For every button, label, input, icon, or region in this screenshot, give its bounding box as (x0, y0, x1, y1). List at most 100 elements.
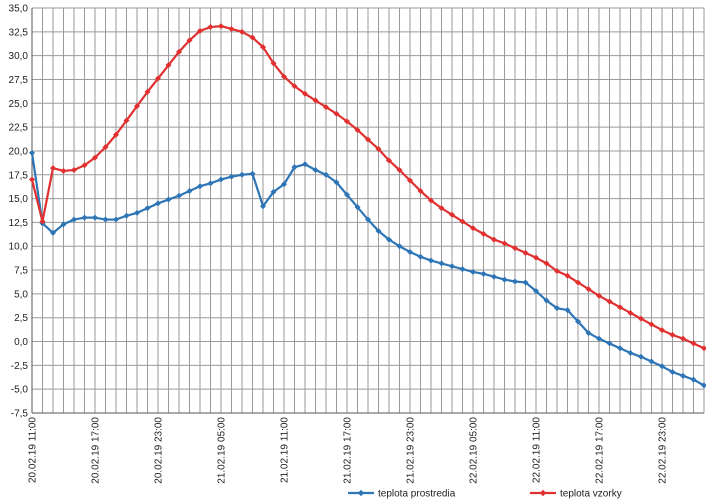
legend-label: teplota prostredia (378, 489, 456, 500)
series-1-point (155, 200, 161, 207)
series-1-point (207, 180, 214, 187)
series-1-point (438, 260, 445, 267)
y-tick-label: 30,0 (9, 51, 29, 62)
series-2-point (596, 292, 602, 299)
series-2-point (680, 335, 686, 342)
series-1-point (291, 164, 298, 171)
series-1-point (459, 266, 466, 273)
series-1-point (176, 192, 182, 199)
series-1-point (470, 268, 476, 275)
series-2-point (428, 197, 434, 204)
series-1-point (617, 345, 623, 352)
series-2-point (165, 62, 172, 69)
y-tick-label: 27,5 (9, 75, 29, 86)
series-1-point (480, 270, 487, 277)
series-1-point (113, 216, 119, 223)
y-tick-label: -2,5 (11, 361, 29, 372)
series-1-point (606, 340, 613, 347)
series-2-point (617, 304, 623, 311)
series-2-point (39, 218, 46, 225)
series-2-point (176, 48, 182, 55)
series-2-point (459, 218, 466, 225)
legend-item-1: teplota prostredia (348, 489, 456, 500)
series-1-point (312, 167, 319, 173)
series-1-point (228, 173, 235, 180)
series-1-point (596, 335, 602, 342)
series-2-point (564, 272, 571, 279)
y-tick-label: 25,0 (9, 99, 29, 110)
series-1-point (165, 196, 172, 203)
series-2-point (270, 60, 277, 67)
y-tick-label: 12,5 (9, 218, 29, 229)
series-2-point (228, 25, 235, 32)
axes (31, 8, 704, 414)
y-tick-label: 22,5 (9, 123, 29, 134)
series-1-point (60, 221, 67, 228)
series-2-point (113, 131, 119, 138)
series-2-point (470, 225, 476, 232)
y-tick-label: 35,0 (9, 4, 29, 15)
series-2-point (438, 205, 445, 212)
series-2-point (417, 187, 424, 194)
series-2-point (29, 176, 35, 183)
series-1-point (554, 305, 560, 312)
series-1-point (50, 229, 56, 236)
series-1-point (648, 358, 655, 365)
series-2-point (690, 340, 697, 347)
x-tick-label: 21.02.19 05:00 (217, 417, 228, 484)
series-2-point (333, 110, 340, 117)
series-2-point (92, 154, 98, 161)
series-2-point (291, 83, 298, 90)
series-2-point (575, 279, 581, 286)
series-group (29, 23, 706, 389)
legend-label: teplota vzorky (560, 489, 622, 500)
series-2-point (207, 24, 214, 31)
series-1-point (260, 203, 266, 210)
series-2-point (606, 298, 613, 305)
series-1-point (585, 329, 592, 336)
x-axis-tick-labels: 20.02.19 11:00 20.02.19 17:00 20.02.19 23:… (28, 417, 669, 484)
series-2-point (239, 28, 245, 35)
series-2-point (669, 331, 676, 338)
series-2-point (144, 88, 151, 95)
series-1-point (281, 181, 287, 188)
x-tick-label: 21.02.19 11:00 (280, 417, 291, 483)
series-2-point (281, 73, 287, 80)
series-2-point (449, 211, 455, 218)
x-tick-label: 21.02.19 17:00 (343, 417, 354, 484)
series-1-point (323, 171, 329, 178)
series-1-point (701, 382, 706, 389)
series-1-point (428, 257, 434, 264)
series-1-point (522, 279, 529, 286)
series-2-point (375, 146, 382, 153)
series-1-point (533, 288, 539, 295)
series-2-point (312, 97, 319, 104)
y-tick-label: 0,0 (14, 337, 28, 348)
y-axis-tick-labels: 35,0 32,5 30,0 27,5 25,0 22,5 20,0 17,5 15,0 12,5… (9, 4, 29, 420)
series-1-point (302, 161, 308, 168)
series-1-point (134, 209, 140, 216)
y-tick-label: 20,0 (9, 146, 29, 157)
x-tick-label: 21.02.19 23:00 (406, 417, 417, 484)
series-1-point (512, 278, 518, 285)
series-1-point (81, 214, 88, 221)
series-2-point (81, 162, 88, 169)
x-tick-label: 20.02.19 11:00 (28, 417, 39, 483)
series-1-point (123, 212, 130, 219)
series-1-point (627, 349, 634, 356)
series-1-point (375, 227, 382, 234)
series-2-point (407, 177, 413, 184)
series-2-point (554, 268, 560, 275)
series-2-point (186, 37, 193, 44)
y-tick-label: 7,5 (14, 266, 28, 277)
series-2-point (365, 136, 371, 143)
series-2-point (71, 167, 77, 173)
series-1-point (270, 188, 277, 195)
series-2-point (585, 286, 592, 293)
series-2-point (396, 167, 403, 173)
series-2-point (533, 254, 539, 261)
x-tick-label: 22.02.19 23:00 (658, 417, 669, 484)
series-2-point (134, 103, 140, 110)
series-1-point (186, 187, 193, 194)
